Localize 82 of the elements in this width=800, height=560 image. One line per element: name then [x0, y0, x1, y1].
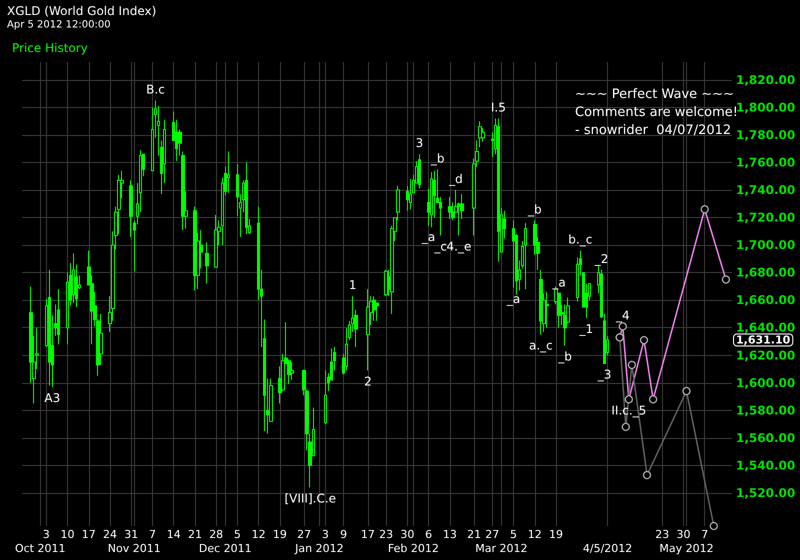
x-tick-label: 23 [379, 528, 394, 541]
x-tick-label: 17 [360, 528, 375, 541]
x-tick-label: 30 [400, 528, 414, 541]
y-tick-label: 1,800.00 [736, 100, 796, 114]
annotation: _3 [596, 368, 612, 382]
annotation: b._c [568, 232, 592, 247]
annotation: - snowrider 04/07/2012 [575, 123, 732, 138]
annotation: [VIII].C.e [284, 491, 336, 506]
annotation: 3 [416, 136, 424, 150]
annotation: _b [430, 151, 444, 166]
annotation: B.c [146, 82, 165, 97]
x-tick-label: 19 [549, 528, 564, 541]
x2-tick-label: Dec 2011 [198, 542, 252, 555]
annotation: 4._e [446, 239, 472, 254]
x-tick-label: 5 [234, 528, 241, 541]
y-tick-label: 1,540.00 [736, 458, 796, 472]
annotation: 1 [348, 278, 357, 292]
x2-tick-label: Nov 2011 [108, 542, 161, 555]
y-tick-label: 1,820.00 [736, 72, 796, 87]
x-tick-label: 30 [676, 528, 690, 541]
annotation: _a [506, 292, 520, 306]
x-tick-label: 27 [485, 528, 500, 541]
x2-tick-label: Jan 2012 [294, 542, 344, 555]
x-tick-label: 6 [425, 528, 432, 541]
annotation: I.5 [490, 100, 506, 114]
annotation: _4 [614, 308, 630, 322]
y-tick-label: 1,580.00 [736, 403, 796, 418]
text: Price History [12, 41, 88, 55]
y-tick-label: 1,780.00 [736, 128, 796, 142]
y-tick-label: 1,660.00 [736, 293, 796, 308]
chart-title: XGLD (World Gold Index) [7, 4, 156, 18]
annotation: 2 [364, 374, 372, 388]
x-tick-label: 12 [252, 528, 266, 541]
annotation: _2 [594, 252, 608, 266]
y-tick-label: 1,720.00 [736, 210, 796, 225]
x-tick-label: 5 [510, 528, 518, 541]
x-tick-label: 3 [322, 528, 329, 541]
y-tick-label: 1,600.00 [736, 376, 796, 390]
x-tick-label: 13 [442, 528, 457, 541]
x2-tick-label: Oct 2011 [14, 542, 66, 555]
annotation: _1 [578, 322, 594, 336]
x-tick-label: 10 [60, 528, 75, 541]
y-tick-label: 1,700.00 [736, 238, 796, 252]
x-tick-label: 9 [340, 528, 348, 541]
y-tick-label: 1,680.00 [736, 266, 796, 280]
x2-tick-label: Mar 2012 [475, 542, 528, 555]
annotation: A3 [44, 390, 60, 405]
x-tick-label: 19 [272, 528, 287, 541]
x-tick-label: 28 [209, 528, 224, 541]
y-tick-label: 1,760.00 [736, 156, 796, 170]
y-tick-label: 1,640.00 [736, 320, 796, 335]
x-tick-label: 7 [148, 528, 156, 541]
x2-tick-label: May 2012 [659, 542, 714, 555]
x-tick-label: 3 [42, 528, 50, 541]
y-tick-label: 1,520.00 [736, 486, 796, 500]
text: 1,631.10 [736, 333, 791, 346]
annotation: a._c [528, 338, 553, 353]
x-tick-label: 21 [467, 528, 482, 541]
x-tick-label: 31 [124, 528, 138, 541]
x-tick-label: 21 [188, 528, 202, 541]
y-tick-label: 1,740.00 [736, 183, 796, 198]
x-tick-label: 27 [297, 528, 312, 541]
y-tick-label: 1,620.00 [736, 348, 796, 362]
x2-tick-label: 4/5/2012 [582, 542, 632, 555]
annotation: ~~~ Perfect Wave ~~~ [575, 87, 734, 102]
x2-tick-label: Feb 2012 [388, 542, 439, 555]
y-tick-label: 1,560.00 [736, 430, 796, 445]
x-tick-label: 17 [82, 528, 96, 541]
annotation: II.c._5 [611, 403, 646, 418]
x-tick-label: 24 [102, 528, 117, 541]
annotation: _a [551, 275, 566, 290]
annotation: _b [557, 350, 572, 364]
x-tick-label: 23 [655, 528, 670, 541]
annotation: _a [420, 230, 436, 244]
x-tick-label: 7 [701, 528, 708, 541]
annotation: _d [448, 172, 463, 186]
annotation: _c [433, 239, 448, 254]
x-tick-label: 12 [528, 528, 542, 541]
x-tick-label: 14 [166, 528, 181, 541]
annotation: Comments are welcome! [575, 105, 738, 120]
chart-subtitle: Apr 5 2012 12:00:00 [7, 20, 111, 30]
annotation: _b [526, 202, 542, 216]
